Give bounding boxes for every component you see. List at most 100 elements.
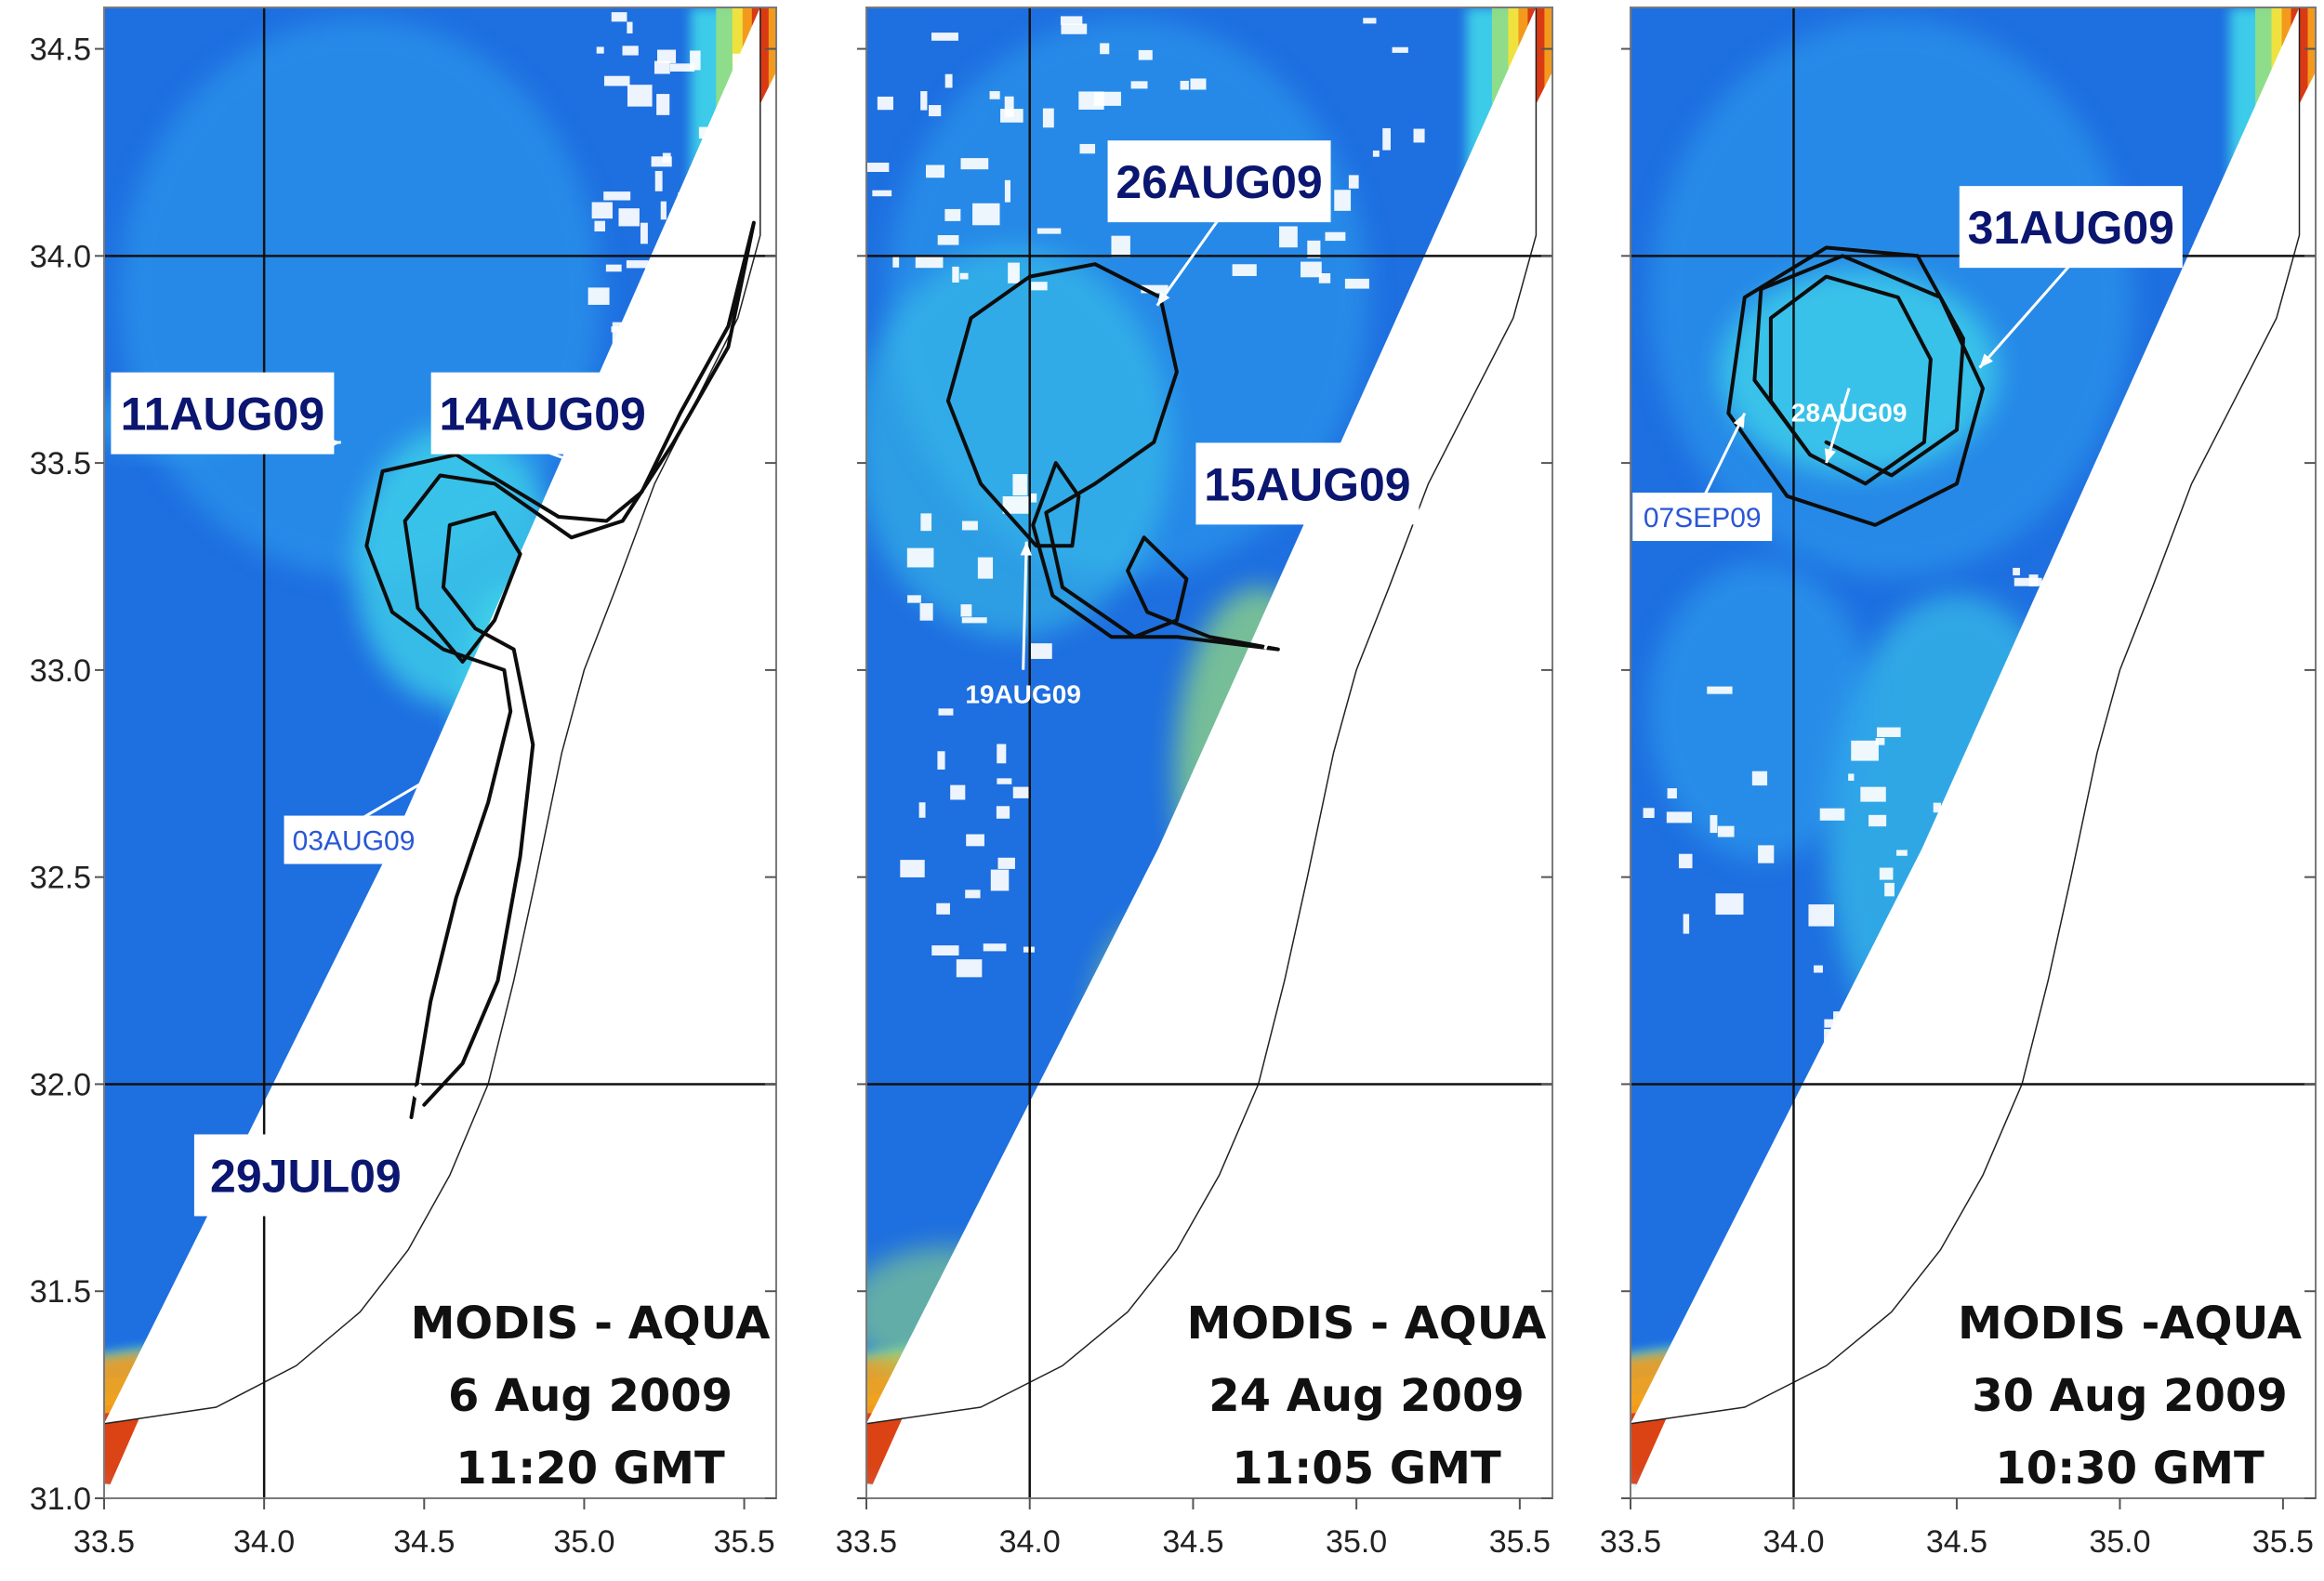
cloud-speck (1363, 18, 1377, 24)
coastline (104, 7, 761, 1425)
plume-patch (1649, 562, 1873, 861)
cloud-speck (1717, 825, 1735, 837)
cloud-speck (872, 190, 892, 197)
cloud-speck (1325, 231, 1346, 242)
cloud-speck (627, 21, 633, 34)
cloud-speck (1643, 808, 1655, 819)
cloud-speck (1111, 235, 1130, 257)
x-tick-label: 33.5 (836, 1524, 897, 1560)
satellite-image (1631, 7, 2316, 1498)
cloud-speck (919, 603, 933, 621)
y-tick-label: 31.0 (30, 1482, 91, 1517)
x-tick-label: 33.5 (1600, 1524, 1661, 1560)
cloud-speck (594, 220, 605, 231)
cloud-speck (937, 235, 959, 245)
label-box (111, 372, 335, 455)
date-label: 15AUG09 (1195, 442, 1419, 651)
cloud-speck (1029, 493, 1037, 503)
cloud-speck (656, 94, 670, 115)
x-tick-label: 34.5 (1162, 1524, 1223, 1560)
panel-caption-line: 10:30 GMT (1995, 1443, 2265, 1495)
label-box (430, 372, 654, 455)
cloud-speck (918, 802, 926, 818)
cloud-speck (997, 857, 1015, 869)
cloud-speck (956, 959, 983, 978)
coastline (866, 7, 1538, 1425)
cloud-speck (1710, 814, 1718, 834)
cloud-speck (1392, 46, 1408, 53)
panel-frame (1630, 7, 2317, 1499)
cloud-speck (959, 272, 969, 280)
date-label: 19AUG09 (965, 541, 1081, 709)
cloud-speck (997, 744, 1007, 764)
cloud-speck (1667, 788, 1677, 799)
cloud-speck (1879, 867, 1894, 880)
x-tick-label: 35.0 (553, 1524, 614, 1560)
label-box (1959, 186, 2183, 269)
cloud-speck (1279, 226, 1298, 248)
cloud-speck (1683, 914, 1690, 934)
cloud-speck (1851, 740, 1879, 761)
cloud-speck (1060, 16, 1083, 25)
label-arrow (1155, 217, 1221, 307)
cloud-speck (907, 595, 921, 603)
cloud-speck (877, 96, 893, 111)
satellite-image (104, 7, 776, 1498)
label-arrow (352, 739, 495, 824)
y-tick-label: 34.0 (30, 239, 91, 274)
cloud-speck (1100, 43, 1110, 55)
y-tick-label: 33.0 (30, 653, 91, 689)
cloud-speck (1334, 190, 1352, 211)
arrow-head (1979, 353, 1993, 368)
panel-caption-line: 11:05 GMT (1232, 1443, 1501, 1495)
drifter-track (945, 262, 1280, 652)
cloud-speck (1933, 802, 1942, 813)
cloud-speck (1819, 808, 1845, 821)
date-label-text: 19AUG09 (965, 680, 1081, 709)
cloud-speck (1307, 240, 1321, 258)
cloud-speck (640, 222, 648, 244)
cloud-speck (1808, 904, 1835, 927)
date-label-text: 11AUG09 (121, 389, 325, 441)
arrow-head (480, 740, 495, 753)
cloud-speck (1138, 49, 1153, 60)
cloud-speck (660, 201, 667, 220)
land-area (1631, 7, 2316, 1498)
date-label-text: 28AUG09 (1791, 399, 1908, 428)
cloud-speck (1002, 495, 1031, 514)
arrow-head (1020, 541, 1033, 556)
cloud-speck (944, 73, 953, 88)
label-arrow (1978, 263, 2072, 369)
date-label-text: 26AUG09 (1116, 156, 1322, 208)
cloud-speck (1004, 179, 1010, 203)
panel-caption-line: MODIS -AQUA (1958, 1298, 2302, 1350)
cloud-speck (618, 208, 640, 227)
cloud-speck (972, 203, 1000, 226)
cloud-speck (1876, 727, 1901, 738)
cloud-speck (2013, 567, 2020, 576)
date-label-text: 03AUG09 (293, 825, 416, 856)
cloud-speck (952, 266, 959, 283)
cloud-speck (937, 751, 945, 770)
cloud-speck (1012, 474, 1028, 496)
cloud-speck (936, 902, 950, 915)
panel-caption-line: 30 Aug 2009 (1972, 1370, 2288, 1422)
land-area (866, 7, 1552, 1498)
label-box (193, 1134, 417, 1217)
cloud-speck (931, 33, 958, 41)
cloud-speck (1301, 261, 1322, 278)
cloud-speck (1004, 96, 1014, 117)
cloud-speck (1348, 175, 1359, 189)
map-panel-1: 33.5 34.0 34.5 35.0 35.5 34.5 34.0 33.5 33.0 32.5… (30, 7, 777, 1560)
cloud-speck (920, 91, 928, 111)
cloud-speck (1707, 686, 1733, 694)
cloud-speck (1666, 811, 1692, 823)
cloud-speck (990, 869, 1010, 891)
x-tick-label: 35.5 (713, 1524, 774, 1560)
cloud-speck (1008, 262, 1020, 283)
cloud-speck (1012, 786, 1029, 798)
drifter-track (1726, 245, 1985, 527)
y-tick-label: 32.5 (30, 861, 91, 896)
label-box (284, 815, 424, 864)
cloud-speck (915, 256, 944, 269)
